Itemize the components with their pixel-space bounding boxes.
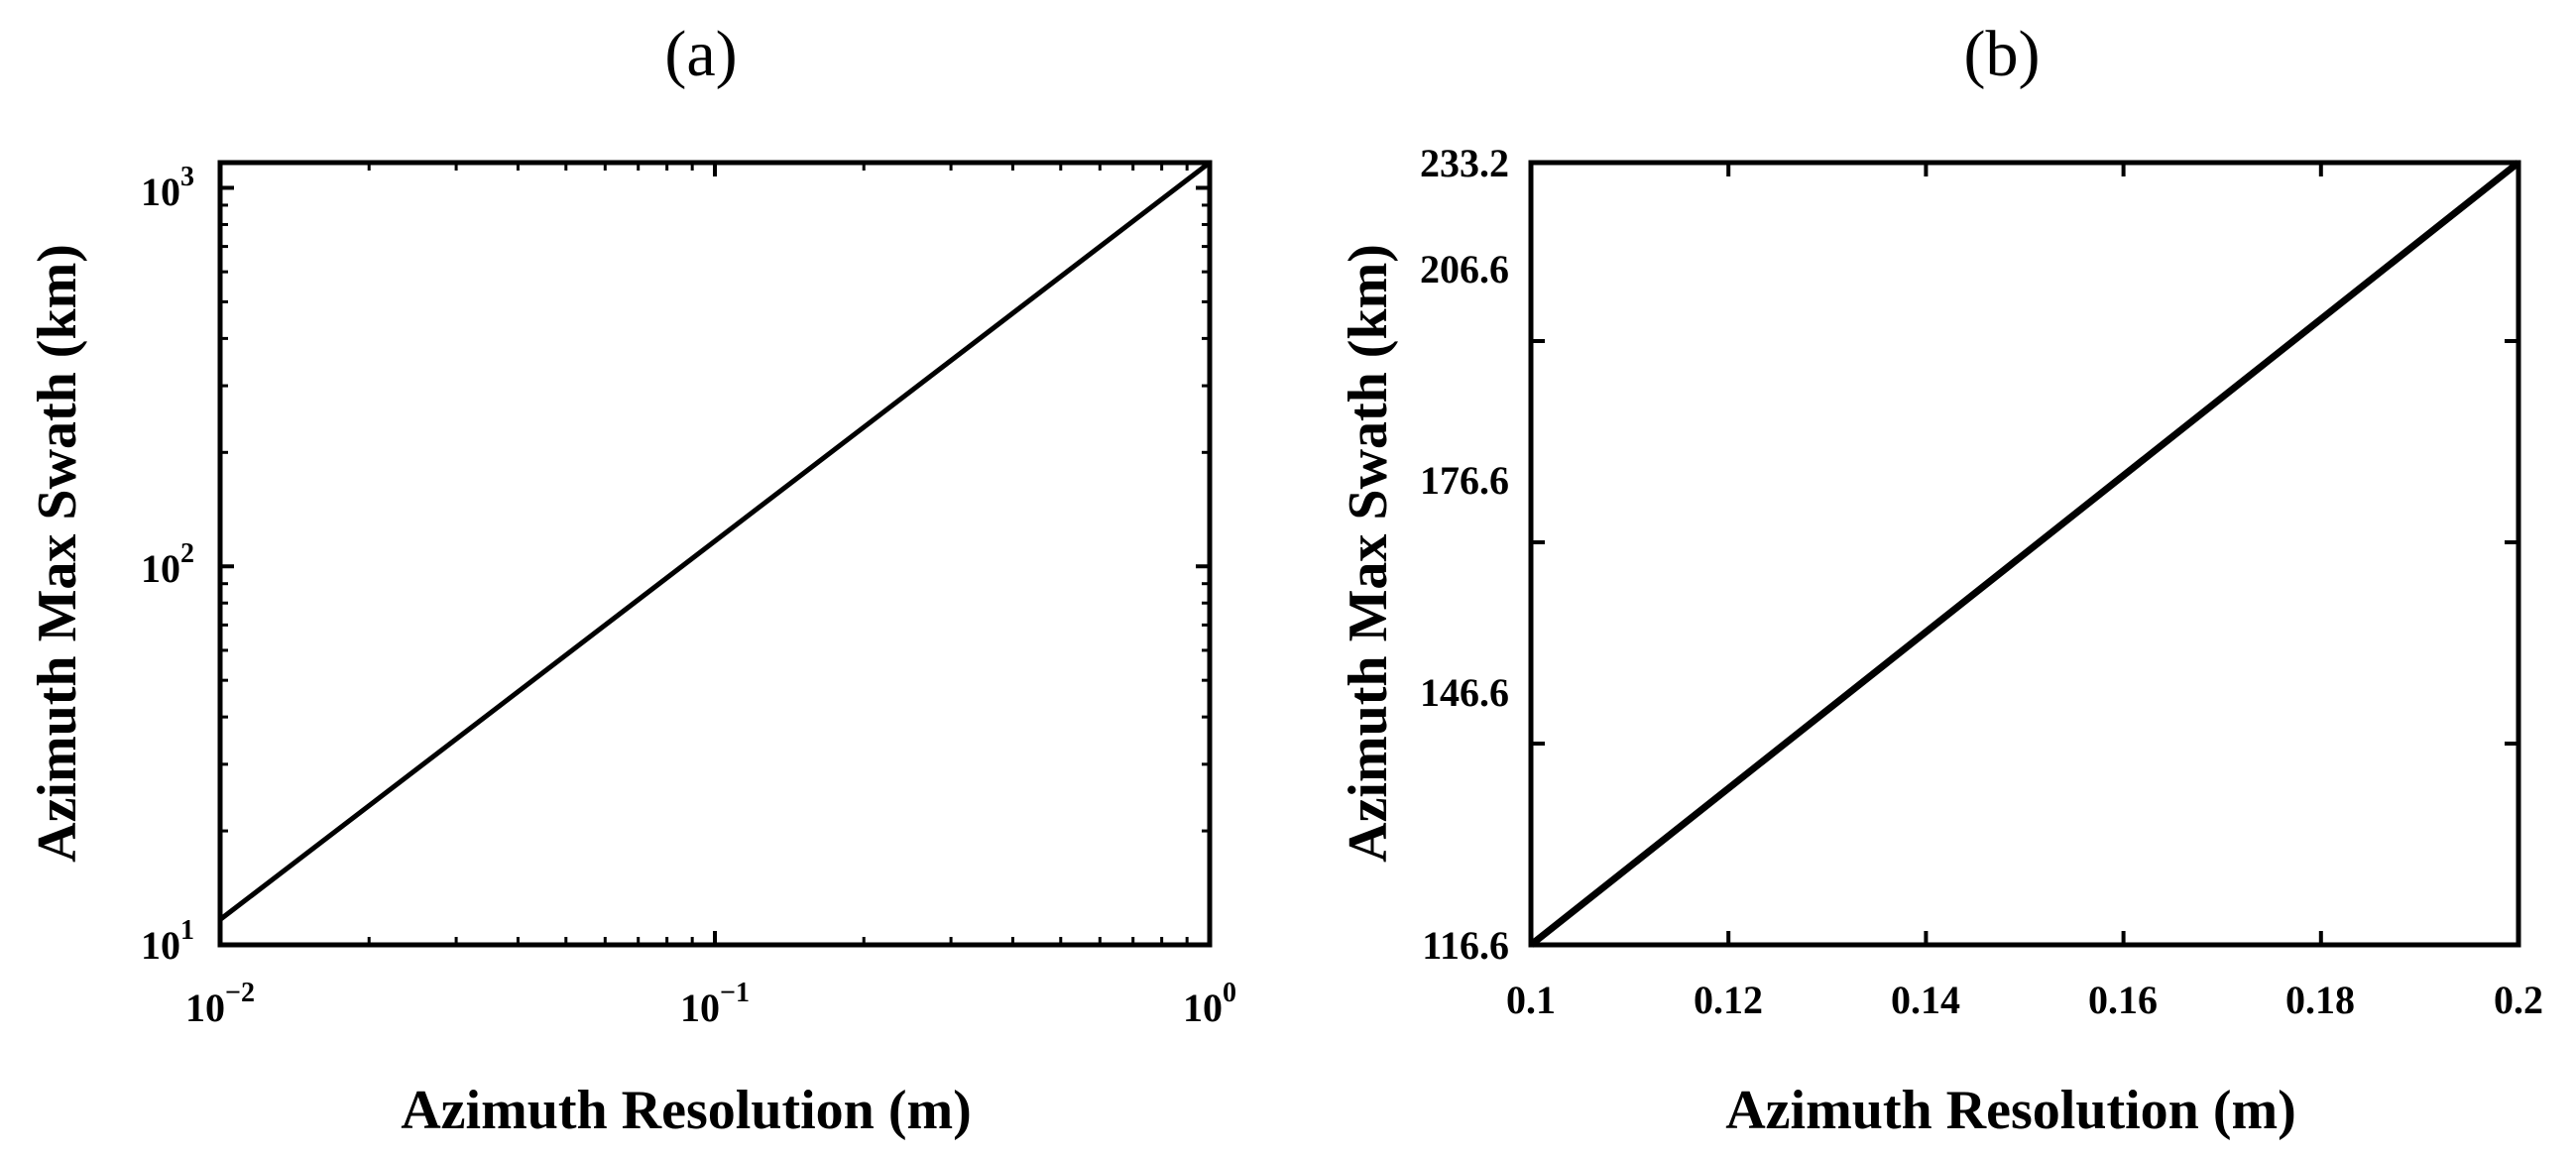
panel-b-y-tick-label-0: 116.6 <box>1422 923 1509 968</box>
panel-b-chart: (b) 0.1 0.12 0.14 0.16 0.18 0.2 116.6 14… <box>1338 18 2543 1141</box>
panel-b-x-tick-label-4: 0.18 <box>2285 978 2355 1022</box>
panel-b-x-tick-label-3: 0.16 <box>2088 978 2158 1022</box>
panel-a-y-tick-label-1: 102 <box>141 538 194 591</box>
panel-b-y-tick-label-4: 233.2 <box>1420 141 1509 185</box>
panel-a-major-ticks <box>218 163 1212 947</box>
panel-b-series-line <box>1528 160 2521 948</box>
panel-a-x-tick-label-2: 100 <box>1183 978 1236 1030</box>
panel-b-x-axis-label: Azimuth Resolution (m) <box>1725 1080 2296 1141</box>
panel-b-x-tick-label-2: 0.14 <box>1891 978 1960 1022</box>
panel-b-y-axis-label: Azimuth Max Swath (km) <box>1338 244 1399 863</box>
panel-b-y-tick-label-3: 206.6 <box>1420 247 1509 291</box>
panel-b-y-tick-label-2: 176.6 <box>1420 458 1509 503</box>
panel-a-x-tick-label-1: 10−1 <box>680 978 750 1030</box>
panel-a-chart: (a) 10−2 10−1 100 101 102 103 Azimuth Re… <box>27 18 1236 1141</box>
panel-b-x-tick-label-1: 0.12 <box>1694 978 1763 1022</box>
panel-a-plot-frame <box>217 160 1213 948</box>
panel-b-x-tick-label-5: 0.2 <box>2494 978 2543 1022</box>
panel-b-x-tick-label-0: 0.1 <box>1506 978 1556 1022</box>
panel-a-title: (a) <box>664 18 737 90</box>
panel-a-y-tick-label-2: 103 <box>141 162 194 214</box>
panel-b-y-tick-label-1: 146.6 <box>1420 670 1509 715</box>
panel-a-x-axis-label: Azimuth Resolution (m) <box>401 1080 972 1141</box>
panel-a-y-tick-label-0: 101 <box>141 915 194 968</box>
panel-a-series-line <box>218 161 1212 922</box>
panel-b-major-ticks <box>1529 161 2520 947</box>
panel-a-x-tick-label-0: 10−2 <box>185 978 255 1030</box>
panel-a-y-axis-label: Azimuth Max Swath (km) <box>27 244 88 863</box>
panel-b-title: (b) <box>1964 18 2041 90</box>
panel-b-plot-frame <box>1528 160 2521 948</box>
panel-a-minor-ticks <box>220 163 1210 945</box>
